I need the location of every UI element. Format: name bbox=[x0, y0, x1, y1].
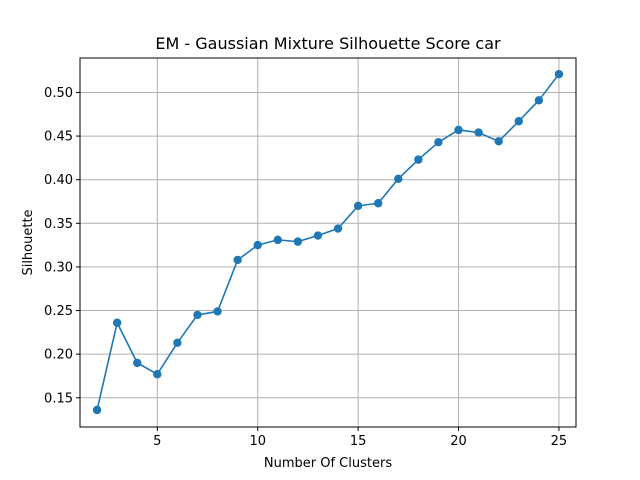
data-point bbox=[233, 255, 242, 265]
data-point bbox=[514, 117, 523, 126]
x-tick-label: 15 bbox=[350, 434, 367, 449]
y-tick-label: 0.20 bbox=[44, 348, 73, 363]
series-layer bbox=[92, 69, 564, 415]
y-axis-label: Silhouette bbox=[21, 209, 36, 275]
plot-frame bbox=[79, 57, 577, 428]
data-point bbox=[213, 307, 222, 316]
y-tick-label: 0.35 bbox=[44, 217, 73, 232]
x-tick-label: 25 bbox=[551, 434, 568, 449]
data-point bbox=[333, 224, 343, 233]
data-point bbox=[273, 235, 282, 245]
data-point bbox=[112, 318, 122, 327]
x-axis-label: Number Of Clusters bbox=[264, 456, 392, 471]
data-point bbox=[494, 137, 503, 146]
data-point bbox=[534, 96, 544, 105]
x-tick-label: 20 bbox=[450, 434, 467, 449]
data-point bbox=[554, 69, 564, 79]
ticks: 5 10 15 20 25 0.15 0.20 0.25 0.30 0.35 0.40 0.45 0.5… bbox=[44, 86, 567, 449]
y-tick-label: 0.45 bbox=[44, 130, 73, 145]
data-point bbox=[434, 137, 443, 147]
data-point bbox=[474, 128, 483, 137]
data-point bbox=[133, 358, 142, 368]
x-tick-label: 10 bbox=[249, 434, 266, 449]
data-point bbox=[293, 237, 303, 246]
data-point bbox=[193, 310, 202, 320]
data-point bbox=[153, 370, 162, 379]
data-point bbox=[414, 155, 423, 164]
data-point bbox=[92, 405, 102, 415]
chart-title: EM - Gaussian Mixture Silhouette Score c… bbox=[155, 34, 501, 53]
data-point bbox=[253, 240, 262, 250]
y-tick-label: 0.30 bbox=[44, 260, 73, 275]
data-point bbox=[313, 231, 323, 240]
data-point bbox=[353, 201, 363, 211]
data-point bbox=[173, 338, 182, 348]
data-point bbox=[374, 199, 383, 208]
data-point bbox=[454, 125, 463, 135]
y-tick-label: 0.40 bbox=[44, 173, 73, 188]
y-tick-label: 0.50 bbox=[44, 86, 73, 101]
x-tick-label: 5 bbox=[153, 434, 161, 449]
data-point bbox=[394, 174, 403, 184]
y-tick-label: 0.25 bbox=[44, 304, 73, 319]
y-tick-label: 0.15 bbox=[44, 391, 73, 406]
